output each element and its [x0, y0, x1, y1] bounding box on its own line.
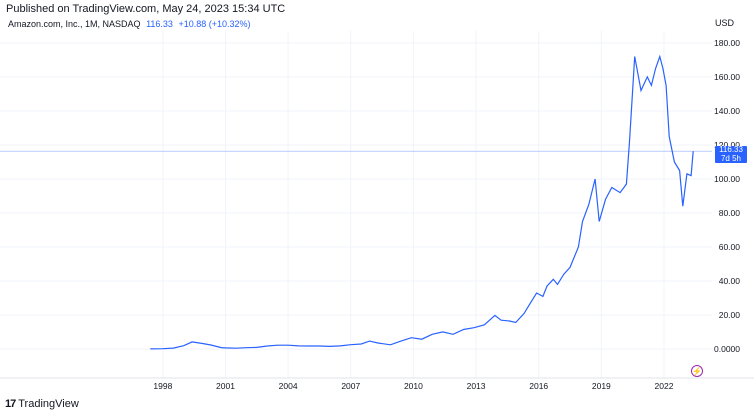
last-price-tag: 116.33 7d 5h — [715, 145, 747, 163]
x-tick-label: 2013 — [467, 381, 486, 391]
x-tick-label: 2010 — [404, 381, 423, 391]
y-tick-label: 60.00 — [719, 242, 741, 252]
price-change: +10.88 (+10.32%) — [178, 19, 251, 29]
symbol-title: Amazon.com, Inc., 1M, NASDAQ — [8, 19, 141, 29]
last-price: 116.33 — [146, 19, 173, 29]
y-tick-label: 40.00 — [719, 276, 741, 286]
price-series-line — [150, 54, 694, 350]
y-tick-label: 80.00 — [719, 208, 741, 218]
y-tick-label: 160.00 — [714, 72, 740, 82]
price-axis[interactable]: 0.0000 20.00 40.00 60.00 80.00 100.00 120.00 14… — [714, 38, 740, 354]
tradingview-logo: 17 TradingView — [5, 398, 79, 410]
chart-grid — [0, 31, 712, 378]
bar-countdown: 7d 5h — [720, 153, 742, 163]
published-note: Published on TradingView.com, May 24, 20… — [6, 3, 286, 15]
x-tick-label: 2022 — [655, 381, 674, 391]
symbol-legend: Amazon.com, Inc., 1M, NASDAQ 116.33 +10.… — [8, 19, 251, 29]
time-axis[interactable]: 1998 2001 2004 2007 2010 2013 2016 2019 2022 — [0, 377, 754, 391]
x-tick-label: 2007 — [341, 381, 360, 391]
currency-label: USD — [714, 18, 734, 28]
x-tick-label: 2016 — [529, 381, 548, 391]
last-price-tag-value: 116.33 — [719, 145, 743, 154]
tradingview-logo-icon: 17 — [5, 398, 16, 410]
x-tick-label: 2001 — [216, 381, 235, 391]
tradingview-brand: TradingView — [18, 398, 79, 410]
y-tick-label: 180.00 — [714, 38, 740, 48]
y-tick-label: 140.00 — [714, 106, 740, 116]
y-tick-label: 100.00 — [714, 174, 740, 184]
x-tick-label: 2004 — [279, 381, 298, 391]
y-tick-label: 120.00 — [714, 140, 740, 150]
y-tick-label: 0.0000 — [714, 344, 740, 354]
y-tick-label: 20.00 — [719, 310, 741, 320]
x-tick-label: 2019 — [592, 381, 611, 391]
lightning-icon[interactable]: ⚡ — [691, 365, 703, 377]
x-tick-label: 1998 — [153, 381, 172, 391]
